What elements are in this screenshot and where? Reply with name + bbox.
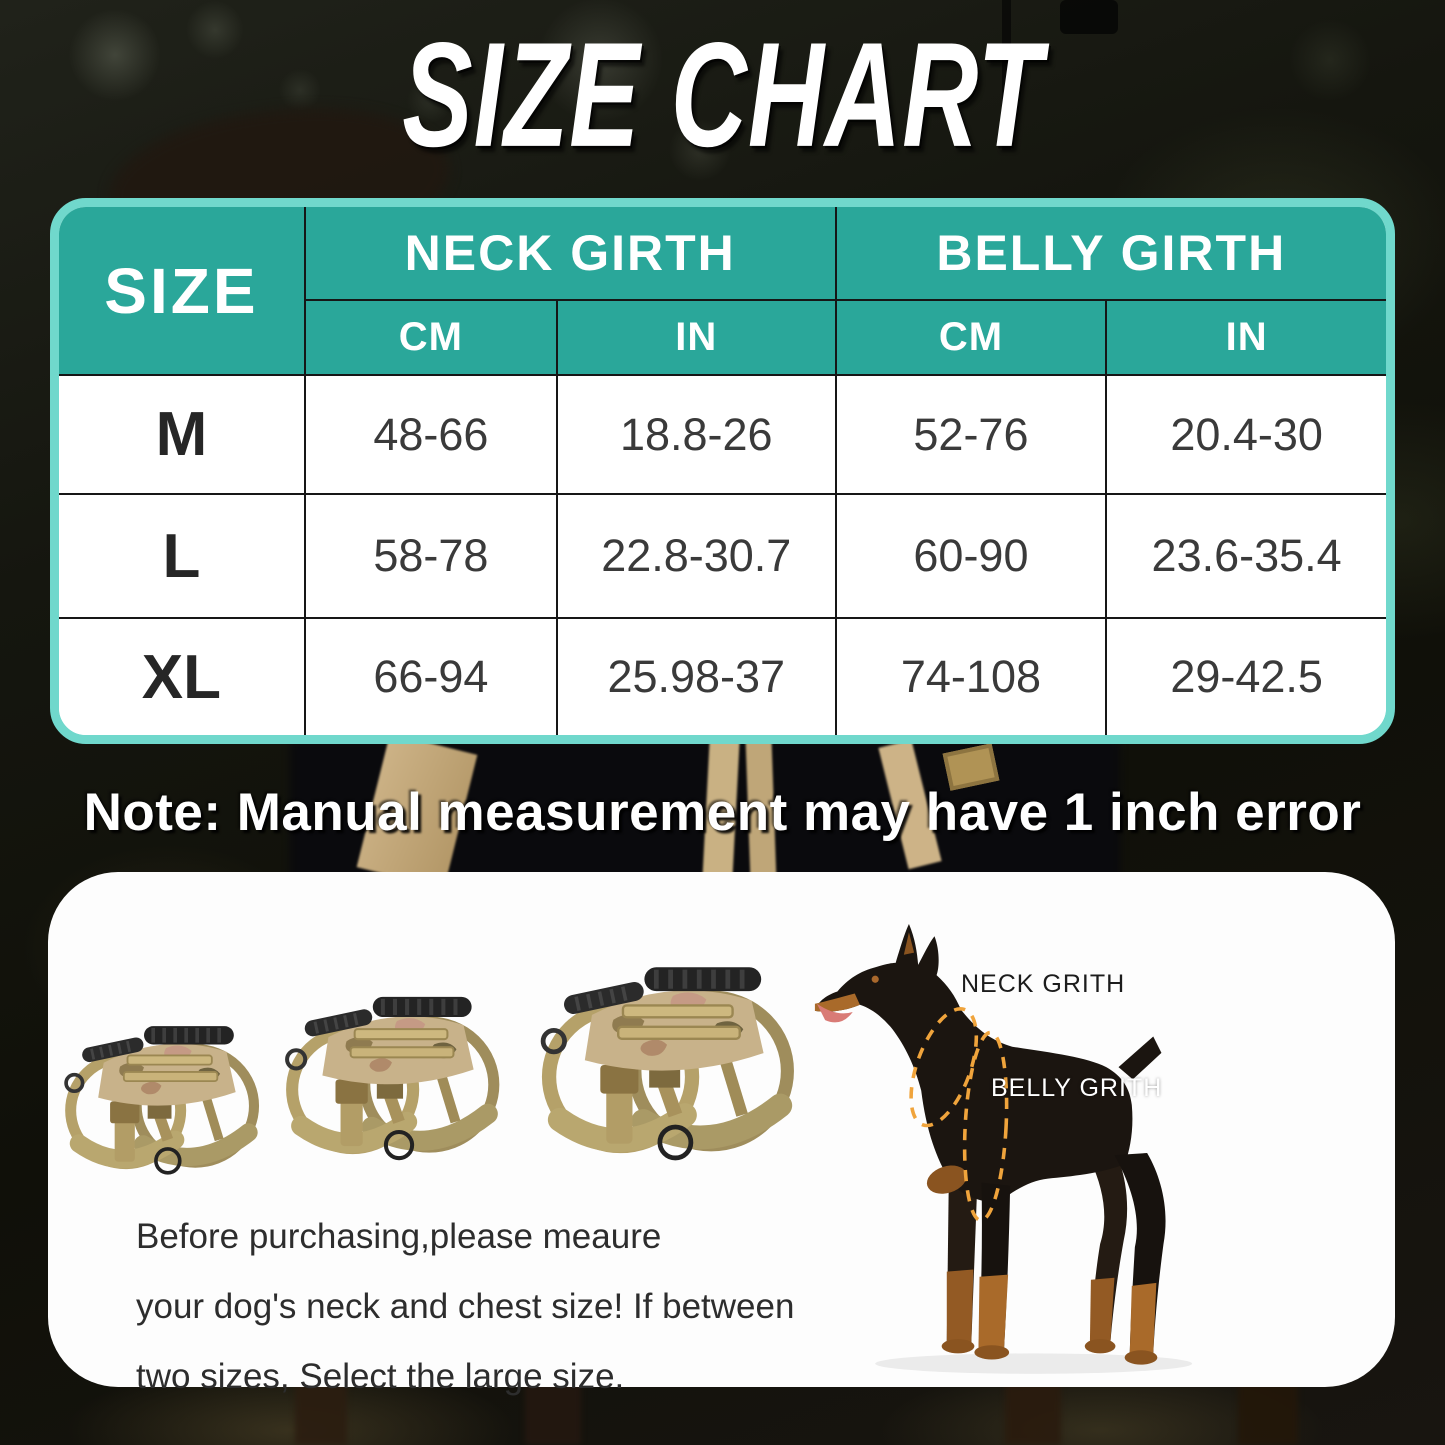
table-row-xl-neck-in: 25.98-37 <box>557 619 837 735</box>
column-header-neck-girth: NECK GIRTH <box>305 207 837 301</box>
subheader-neck-in: IN <box>557 301 837 376</box>
doberman-dog-image <box>814 924 1193 1374</box>
instruction-line: your dog's neck and chest size! If betwe… <box>136 1287 795 1326</box>
subheader-belly-cm: CM <box>836 301 1108 376</box>
table-row-m-neck-cm: 48-66 <box>305 376 558 495</box>
table-row-xl-size: XL <box>59 619 306 735</box>
size-table: SIZE NECK GIRTH BELLY GIRTH CM IN CM IN … <box>50 198 1395 744</box>
table-row-xl-neck-cm: 66-94 <box>305 619 558 735</box>
background-dog-leg <box>1238 1378 1298 1445</box>
belly-girth-label: BELLY GRITH <box>991 1074 1163 1102</box>
dog-illustration: NECK GRITH BELLY GRITH <box>793 922 1213 1382</box>
table-row-l-neck-cm: 58-78 <box>305 495 558 619</box>
table-row-m-belly-cm: 52-76 <box>836 376 1108 495</box>
info-panel: NECK GRITH BELLY GRITH Before purchasing… <box>48 872 1395 1396</box>
table-row-m-belly-in: 20.4-30 <box>1107 376 1386 495</box>
table-row-xl-belly-in: 29-42.5 <box>1107 619 1386 735</box>
harness-image-size-m <box>56 1014 276 1184</box>
neck-girth-label: NECK GRITH <box>961 970 1126 998</box>
page-title: SIZE CHART <box>402 11 1043 179</box>
table-row-m-neck-in: 18.8-26 <box>557 376 837 495</box>
instruction-line: two sizes, Select the large size. <box>136 1357 625 1396</box>
harness-image-size-xl <box>530 936 816 1188</box>
purchase-instructions: Before purchasing,please meaure your dog… <box>136 1202 876 1412</box>
subheader-belly-in: IN <box>1107 301 1386 376</box>
subheader-neck-cm: CM <box>305 301 558 376</box>
table-row-l-belly-cm: 60-90 <box>836 495 1108 619</box>
harness-image-size-l <box>276 968 518 1186</box>
table-row-l-belly-in: 23.6-35.4 <box>1107 495 1386 619</box>
table-row-m-size: M <box>59 376 306 495</box>
table-row-l-neck-in: 22.8-30.7 <box>557 495 837 619</box>
measurement-note: Note: Manual measurement may have 1 inch… <box>83 783 1362 842</box>
table-row-l-size: L <box>59 495 306 619</box>
neck-girth-dashed-ellipse <box>909 1007 979 1128</box>
column-header-size: SIZE <box>59 207 306 376</box>
instruction-line: Before purchasing,please meaure <box>136 1217 662 1256</box>
belly-girth-dashed-ellipse <box>962 1030 1009 1223</box>
column-header-belly-girth: BELLY GIRTH <box>836 207 1386 301</box>
background-dog-leg <box>1005 1378 1061 1445</box>
table-row-xl-belly-cm: 74-108 <box>836 619 1108 735</box>
